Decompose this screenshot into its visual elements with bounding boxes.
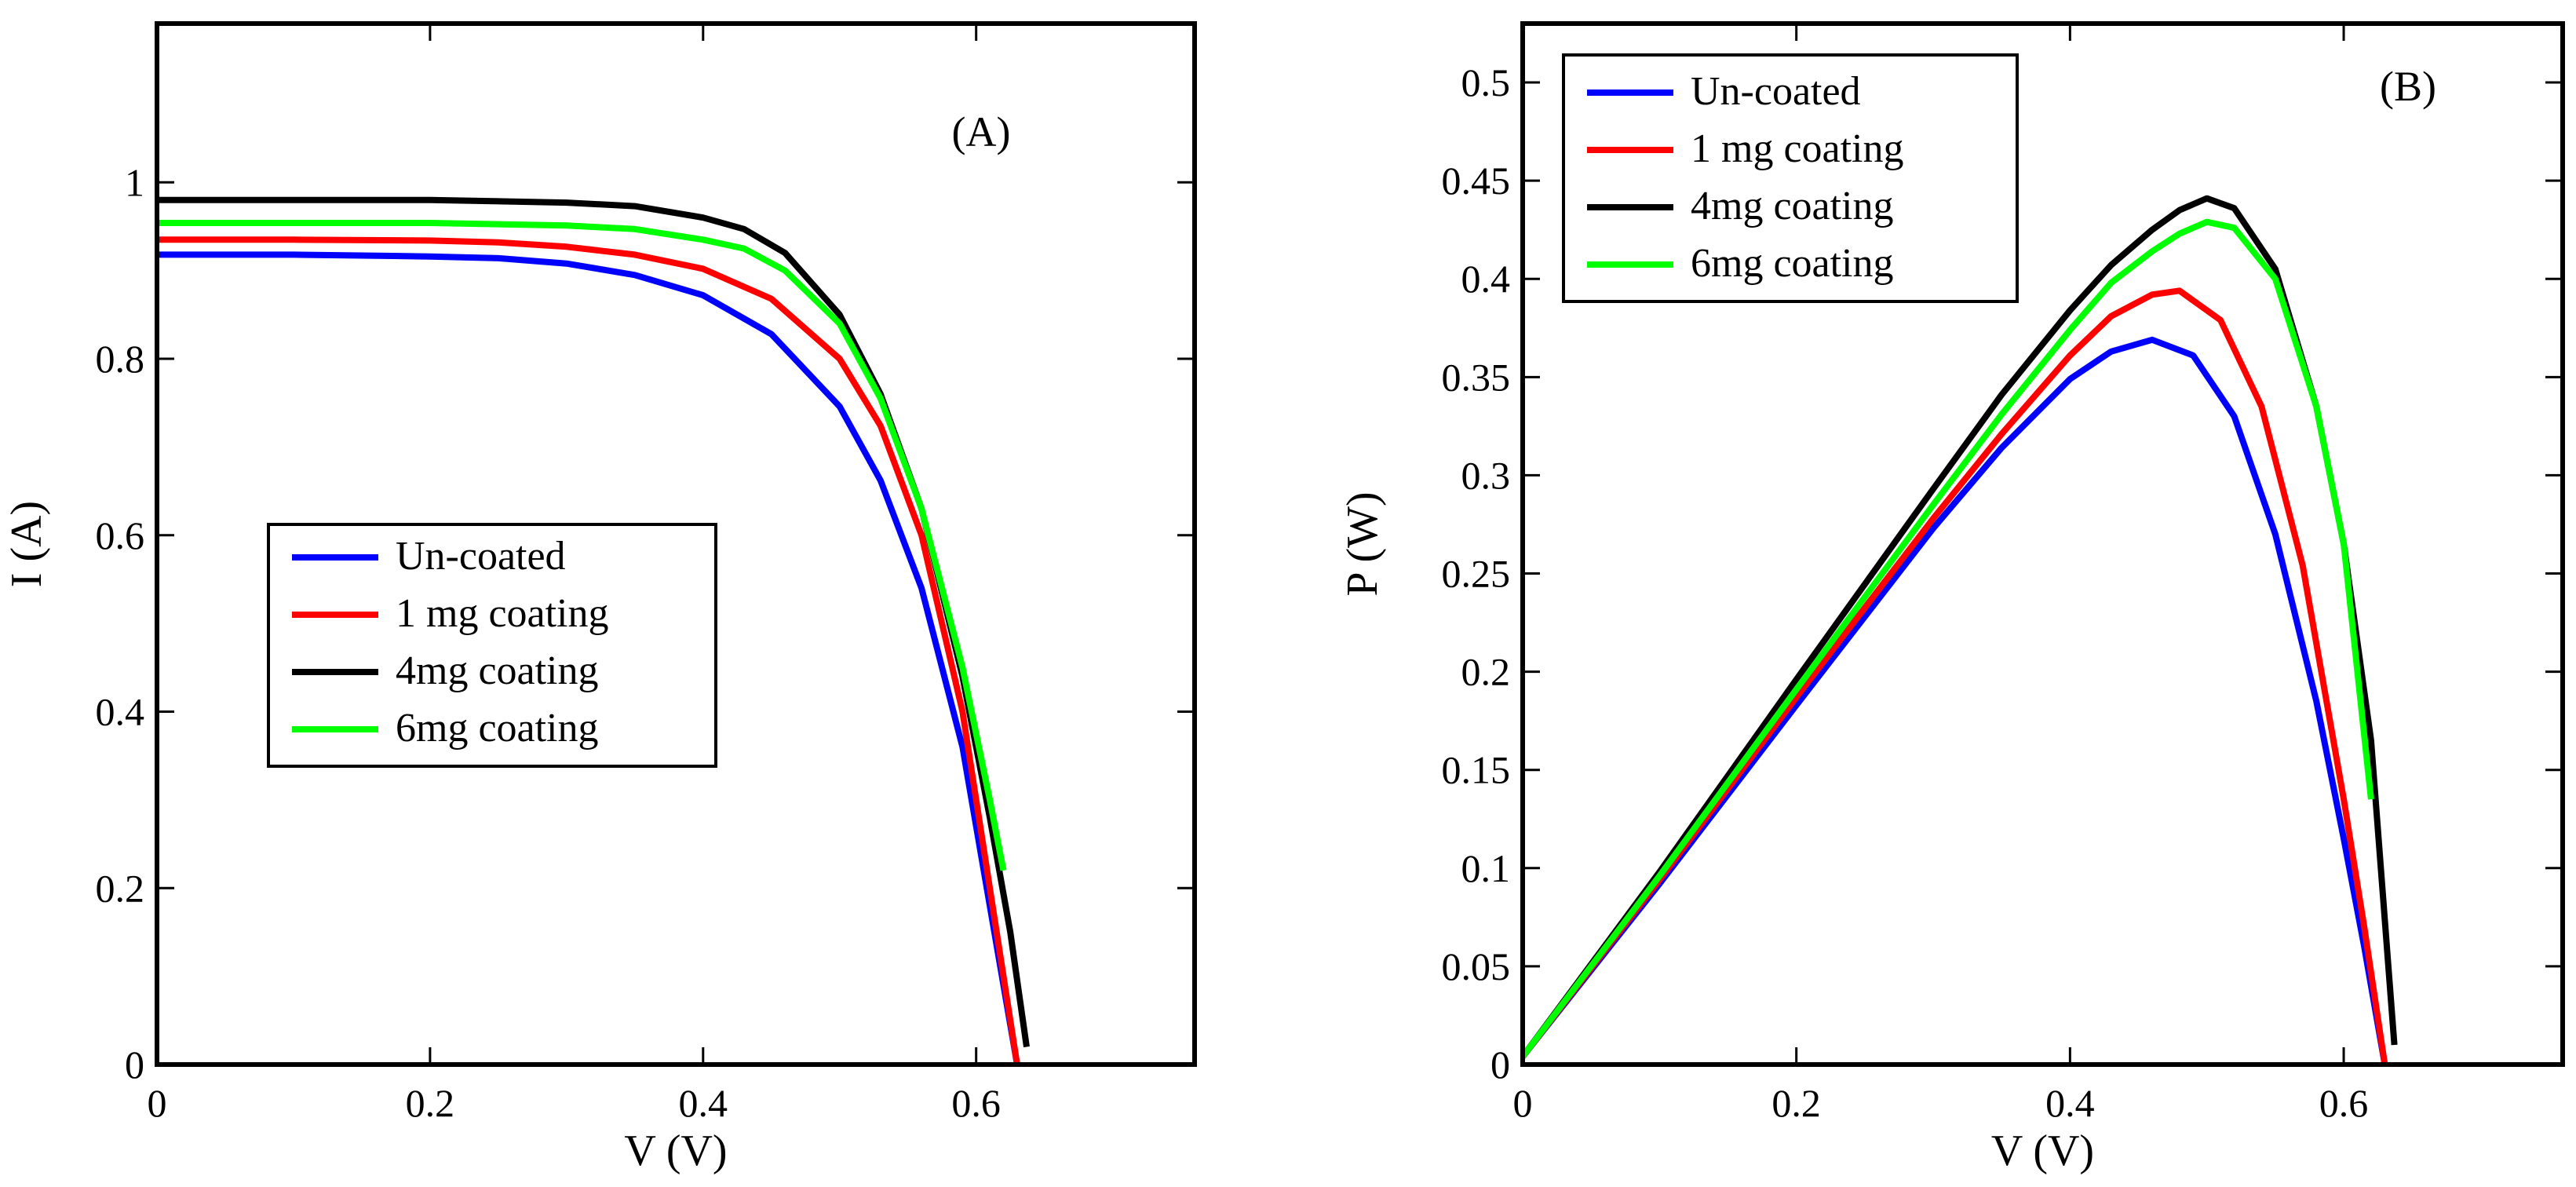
x-axis-label: V (V) bbox=[1991, 1127, 2094, 1175]
legend-entry-label: Un-coated bbox=[396, 534, 566, 579]
x-tick-label: 0.2 bbox=[1771, 1081, 1821, 1125]
legend: Un-coated 1 mg coating 4mg coating 6mg coat… bbox=[1562, 53, 2019, 303]
y-tick-label: 0.4 bbox=[96, 690, 145, 734]
x-axis-label: V (V) bbox=[624, 1127, 727, 1175]
x-tick-label: 0 bbox=[1513, 1081, 1533, 1125]
x-tick-label: 0.6 bbox=[951, 1081, 1001, 1125]
legend-box bbox=[267, 523, 717, 768]
x-tick-label: 0.4 bbox=[2045, 1081, 2095, 1125]
panel-label: (B) bbox=[2380, 63, 2436, 110]
y-tick-label: 0.25 bbox=[1442, 552, 1511, 596]
y-tick-label: 0.15 bbox=[1442, 748, 1511, 792]
series-line-1-mg-coating bbox=[1520, 287, 2388, 1065]
y-tick-label: 0.1 bbox=[1461, 846, 1511, 890]
y-tick-label: 0.6 bbox=[96, 513, 145, 557]
y-tick-label: 0.4 bbox=[1461, 257, 1511, 301]
y-tick-label: 0.05 bbox=[1442, 944, 1511, 988]
series-line-un-coated bbox=[1520, 336, 2388, 1065]
legend-entry-label: 1 mg coating bbox=[396, 591, 609, 636]
y-tick-label: 0.45 bbox=[1442, 159, 1511, 203]
legend-entry-label: 4mg coating bbox=[396, 648, 599, 693]
x-tick-label: 0.6 bbox=[2319, 1081, 2369, 1125]
y-tick-label: 1 bbox=[125, 160, 144, 204]
panel-label: (A) bbox=[952, 108, 1011, 155]
y-tick-label: 0 bbox=[1491, 1043, 1510, 1087]
y-axis-label: I (A) bbox=[2, 501, 51, 587]
legend: Un-coated 1 mg coating 4mg coating 6mg coat… bbox=[267, 523, 717, 768]
y-tick-label: 0.2 bbox=[96, 866, 145, 910]
legend-entry-label: Un-coated bbox=[1691, 69, 1861, 114]
panel-b-chart: 0 0.2 0.4 0.6 0 0.05 0.1 0.15 0.2 0.25 0.3 0.35 0.4 0… bbox=[1338, 21, 2565, 1175]
panel-a-chart: 0 0.2 0.4 0.6 0 0.2 0.4 0.6 0.8 1 V (V) I (A) (A) Un-… bbox=[2, 21, 1197, 1175]
series-line-6mg-coating bbox=[1520, 218, 2374, 1059]
legend-entry-label: 6mg coating bbox=[1691, 241, 1894, 286]
legend-entry-label: 6mg coating bbox=[396, 706, 599, 751]
y-tick-label: 0.8 bbox=[96, 337, 145, 381]
y-tick-label: 0.3 bbox=[1461, 453, 1511, 497]
plot-frame bbox=[1520, 21, 2565, 1067]
series-line-un-coated bbox=[157, 251, 1020, 1065]
legend-entry-label: 1 mg coating bbox=[1691, 126, 1904, 171]
series-line-1-mg-coating bbox=[157, 236, 1020, 1065]
y-tick-label: 0.35 bbox=[1442, 355, 1511, 399]
y-axis-label: P (W) bbox=[1338, 491, 1387, 596]
series-line-6mg-coating bbox=[157, 220, 1007, 871]
x-tick-label: 0.4 bbox=[679, 1081, 728, 1125]
series-line-4mg-coating bbox=[1520, 195, 2398, 1059]
y-tick-label: 0.5 bbox=[1461, 60, 1511, 104]
y-tick-label: 0 bbox=[125, 1043, 144, 1087]
y-tick-label: 0.2 bbox=[1461, 650, 1511, 694]
x-tick-label: 0 bbox=[148, 1081, 167, 1125]
x-tick-label: 0.2 bbox=[406, 1081, 455, 1125]
legend-box bbox=[1562, 53, 2019, 303]
plot-frame bbox=[155, 21, 1197, 1067]
legend-entry-label: 4mg coating bbox=[1691, 184, 1894, 228]
